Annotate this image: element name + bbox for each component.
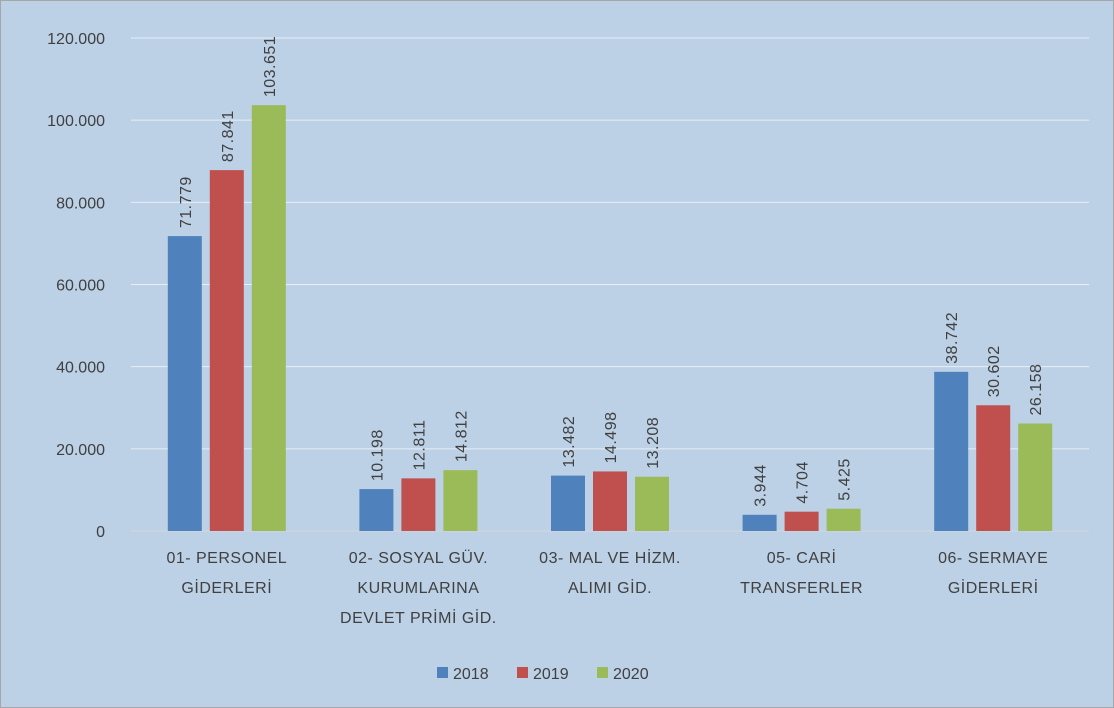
bar-2018-2 (359, 489, 394, 531)
y-tick-label: 0 (96, 524, 105, 541)
data-label: 5.425 (837, 458, 854, 501)
legend-label: 2019 (533, 666, 569, 683)
x-axis: 01- PERSONEL GİDERLERİ 02- SOSYAL GÜV. KURU… (166, 548, 1048, 627)
category-label: 05- CARİ (767, 548, 837, 567)
bar-2020-2 (443, 470, 478, 531)
legend-item-2018: 2018 (437, 666, 489, 683)
bar-2019-3 (593, 471, 627, 531)
y-tick-label: 40.000 (56, 360, 105, 377)
bar-2018-4 (742, 514, 777, 531)
data-label: 4.704 (795, 461, 812, 504)
y-axis: 0 20.000 40.000 60.000 80.000 100.000 120.000 (47, 31, 105, 541)
data-label: 103.651 (262, 36, 279, 97)
y-tick-label: 100.000 (47, 113, 105, 130)
y-tick-label: 80.000 (56, 195, 105, 212)
gridlines (131, 37, 1089, 532)
category-label: 03- MAL VE HİZM. (539, 548, 681, 567)
bars (167, 105, 1053, 532)
data-label: 71.779 (178, 176, 195, 228)
data-label: 14.498 (603, 411, 620, 463)
bar-2020-5 (1018, 423, 1053, 531)
data-label: 13.482 (561, 416, 578, 468)
bar-2019-5 (976, 405, 1011, 531)
data-label: 12.811 (411, 420, 428, 471)
y-tick-label: 60.000 (56, 278, 105, 295)
category-label: KURUMLARINA (357, 580, 479, 597)
data-label: 14.812 (453, 410, 470, 462)
bar-2018-5 (934, 371, 969, 531)
legend-swatch (597, 667, 608, 678)
legend-label: 2020 (613, 666, 649, 683)
data-label: 30.602 (986, 345, 1003, 397)
bar-2019-4 (784, 511, 819, 531)
data-labels: 71.779 87.841 103.651 10.198 12.811 14.812 13.… (178, 36, 1045, 507)
category-label: 01- PERSONEL (166, 550, 287, 567)
legend: 2018 2019 2020 (437, 666, 649, 683)
data-label: 13.208 (645, 417, 662, 469)
bar-2020-3 (635, 476, 669, 531)
legend-label: 2018 (453, 666, 489, 683)
legend-item-2020: 2020 (597, 666, 649, 683)
category-label: GİDERLERİ (948, 578, 1039, 597)
data-label: 3.944 (753, 464, 770, 507)
legend-item-2019: 2019 (517, 666, 569, 683)
bar-2020-1 (251, 105, 286, 531)
bar-2018-1 (167, 236, 202, 531)
bar-2019-2 (401, 478, 436, 531)
category-label: 06- SERMAYE (938, 550, 1048, 567)
legend-swatch (437, 667, 448, 678)
category-label: TRANSFERLER (740, 580, 863, 597)
legend-swatch (517, 667, 528, 678)
bar-2020-4 (826, 508, 861, 531)
category-label: 02- SOSYAL GÜV. (349, 549, 488, 567)
bar-2019-1 (209, 170, 244, 532)
y-tick-label: 20.000 (56, 442, 105, 459)
data-label: 38.742 (944, 312, 961, 364)
category-label: ALIMI GİD. (568, 578, 652, 597)
data-label: 87.841 (220, 110, 237, 162)
data-label: 10.198 (369, 429, 386, 481)
category-label: DEVLET PRİMİ GİD. (340, 608, 497, 627)
bar-2018-3 (551, 475, 585, 531)
y-tick-label: 120.000 (47, 31, 105, 48)
data-label: 26.158 (1028, 364, 1045, 416)
category-label: GİDERLERİ (181, 578, 272, 597)
